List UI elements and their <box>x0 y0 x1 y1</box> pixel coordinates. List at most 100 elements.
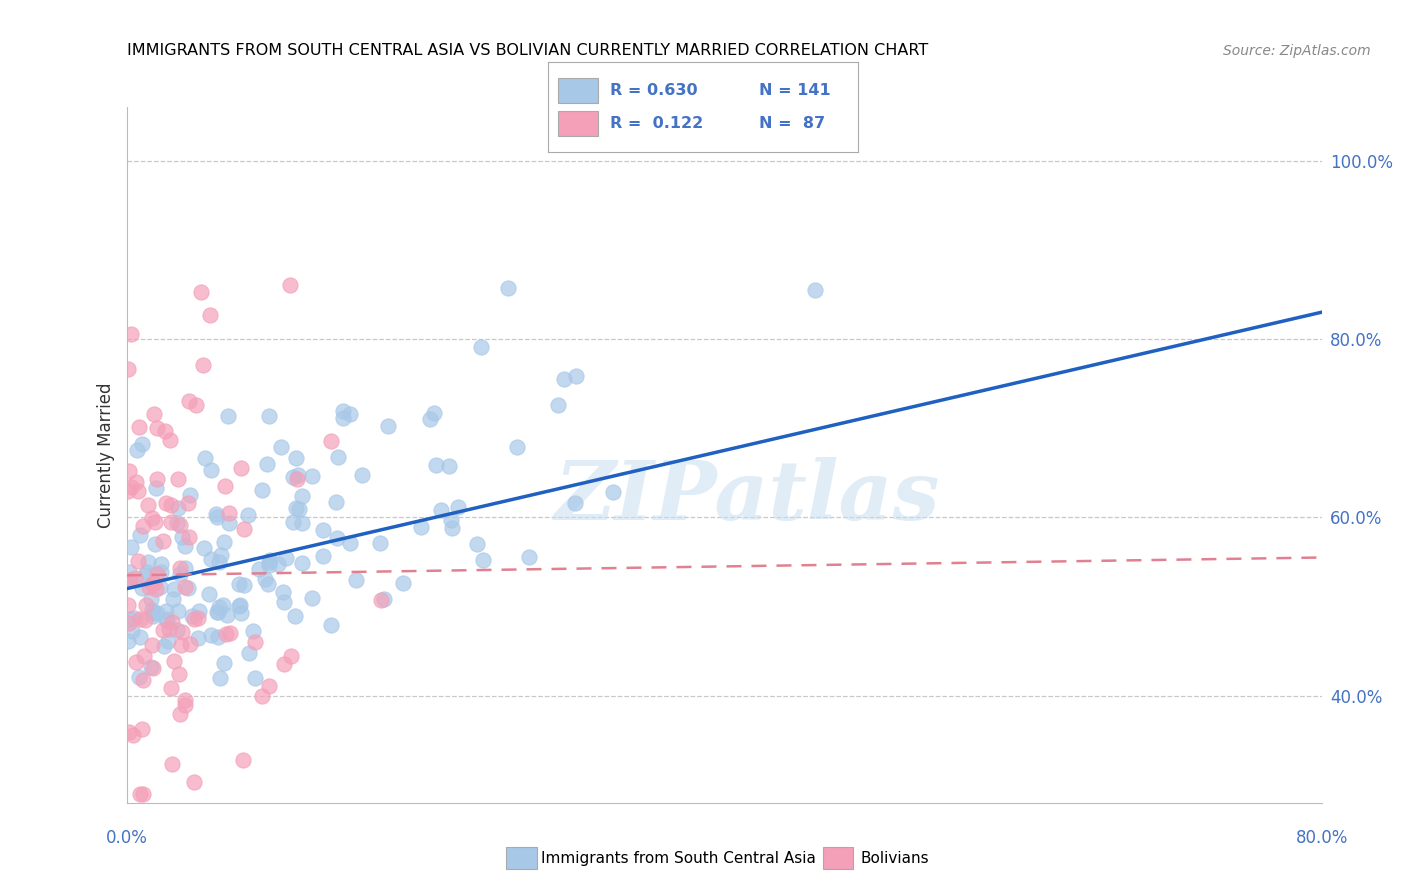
Point <box>273 594 295 608</box>
Point <box>170 530 193 544</box>
Point <box>419 412 441 426</box>
Point <box>152 623 174 637</box>
Point <box>238 646 260 660</box>
Point <box>145 582 167 596</box>
Point <box>312 549 335 564</box>
Point <box>145 472 167 486</box>
Point <box>411 519 433 533</box>
Point <box>127 554 149 568</box>
Point <box>120 541 142 555</box>
Point <box>218 506 240 520</box>
Point <box>447 500 470 514</box>
Point <box>284 608 307 623</box>
Point <box>440 520 463 534</box>
Point <box>169 517 191 532</box>
Point <box>169 667 191 681</box>
Point <box>200 551 222 566</box>
Point <box>174 580 197 594</box>
Point <box>430 502 453 516</box>
Point <box>193 541 215 555</box>
Point <box>150 557 173 571</box>
Point <box>187 604 209 618</box>
Point <box>247 562 270 576</box>
Point <box>166 500 188 515</box>
Point <box>167 472 190 486</box>
Point <box>174 561 197 575</box>
Point <box>280 278 302 293</box>
Point <box>142 407 165 421</box>
Point <box>134 568 156 582</box>
Point <box>270 440 292 454</box>
Point <box>257 409 280 424</box>
Point <box>281 470 304 484</box>
Point <box>198 587 221 601</box>
Point <box>162 654 184 668</box>
Bar <box>558 112 598 136</box>
Point <box>214 627 236 641</box>
Point <box>214 479 236 493</box>
Point <box>153 424 176 438</box>
Point <box>152 533 174 548</box>
Point <box>125 443 148 458</box>
Point <box>141 638 163 652</box>
Point <box>174 698 197 712</box>
Point <box>332 404 354 418</box>
Point <box>271 585 294 599</box>
Point <box>291 516 314 530</box>
Point <box>200 628 222 642</box>
Point <box>198 308 221 322</box>
Point <box>177 530 200 544</box>
Text: Source: ZipAtlas.com: Source: ZipAtlas.com <box>1223 44 1371 58</box>
Point <box>232 753 254 767</box>
Point <box>228 598 250 612</box>
Point <box>212 598 235 612</box>
Point <box>153 639 176 653</box>
Point <box>143 537 166 551</box>
Point <box>118 573 141 587</box>
Point <box>128 670 150 684</box>
Point <box>498 281 520 295</box>
Point <box>285 472 308 486</box>
Point <box>177 393 200 408</box>
Point <box>118 573 141 587</box>
Point <box>183 612 205 626</box>
Point <box>253 572 276 586</box>
Point <box>321 617 343 632</box>
Text: ZIPatlas: ZIPatlas <box>555 457 941 537</box>
Point <box>117 599 139 613</box>
Point <box>183 775 205 789</box>
Point <box>274 550 297 565</box>
Point <box>117 362 139 376</box>
Point <box>250 483 273 497</box>
Point <box>132 673 155 687</box>
Point <box>122 611 145 625</box>
Point <box>194 450 217 465</box>
Point <box>219 626 242 640</box>
Point <box>146 421 169 435</box>
Point <box>122 728 145 742</box>
Point <box>257 555 280 569</box>
Point <box>142 609 165 624</box>
Point <box>267 557 290 571</box>
Point <box>319 434 342 449</box>
Point <box>129 528 152 542</box>
Point <box>326 531 349 545</box>
Point <box>141 577 163 591</box>
Point <box>208 555 231 569</box>
Text: 0.0%: 0.0% <box>105 829 148 847</box>
Point <box>245 635 267 649</box>
Point <box>440 513 463 527</box>
Point <box>141 510 163 524</box>
Point <box>180 609 202 624</box>
Point <box>128 612 150 626</box>
Point <box>312 523 335 537</box>
Point <box>149 580 172 594</box>
Point <box>162 756 184 771</box>
Point <box>138 555 160 569</box>
Point <box>129 787 152 801</box>
Point <box>160 516 183 530</box>
Point <box>145 481 167 495</box>
Point <box>377 419 399 434</box>
Point <box>177 581 200 595</box>
Point <box>131 722 153 736</box>
